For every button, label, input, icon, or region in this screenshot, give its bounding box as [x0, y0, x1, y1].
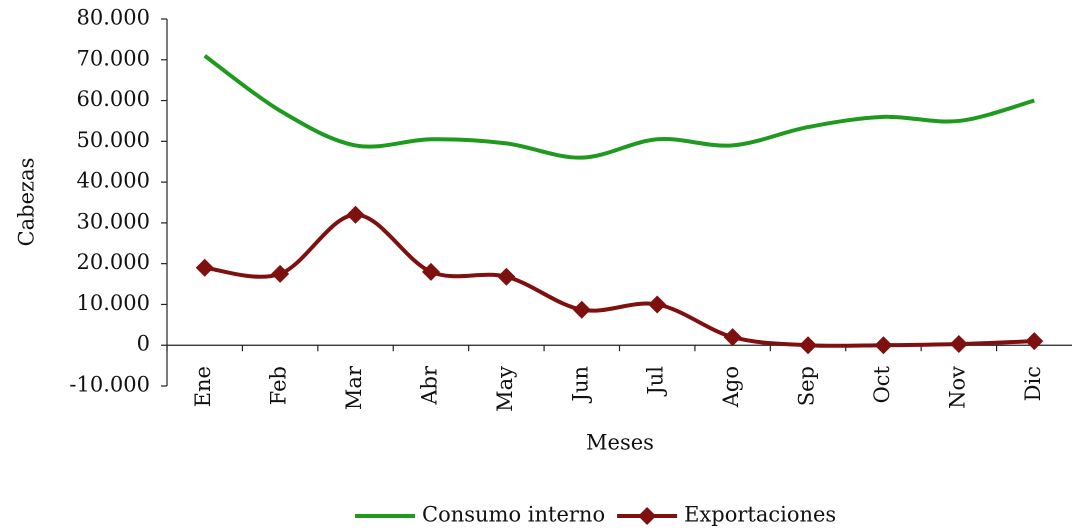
- marker: [648, 295, 667, 314]
- y-tick-label: 0: [137, 332, 150, 356]
- x-tick-label: May: [493, 366, 517, 412]
- marker: [346, 205, 365, 224]
- x-tick-label: Feb: [267, 366, 291, 405]
- x-tick-label: Sep: [795, 366, 819, 406]
- x-tick-label: Jul: [644, 366, 668, 397]
- x-tick-label: Oct: [870, 365, 894, 403]
- y-tick-label: 60.000: [77, 87, 150, 111]
- legend-marker: [638, 507, 657, 525]
- x-tick-label: Ene: [191, 366, 215, 407]
- marker: [195, 258, 214, 277]
- marker: [799, 336, 818, 355]
- x-axis-label: Meses: [586, 431, 654, 455]
- legend-label: Consumo interno: [422, 503, 605, 527]
- x-tick-label: Jun: [568, 366, 592, 403]
- marker: [723, 328, 742, 347]
- x-tick-label: Ago: [719, 366, 743, 408]
- marker: [949, 334, 968, 353]
- y-tick-label: 80.000: [77, 6, 150, 30]
- y-tick-label: 20.000: [77, 250, 150, 274]
- x-tick-label: Nov: [945, 366, 969, 409]
- x-tick-label: Dic: [1021, 366, 1045, 401]
- marker: [421, 262, 440, 281]
- legend-label: Exportaciones: [684, 503, 836, 527]
- series-line: [204, 212, 1035, 348]
- marker: [1025, 332, 1044, 351]
- y-tick-label: 40.000: [77, 169, 150, 193]
- y-tick-label: 70.000: [77, 46, 150, 70]
- marker: [572, 300, 591, 319]
- marker: [271, 264, 290, 283]
- x-tick-label: Abr: [417, 365, 441, 406]
- series-line: [203, 54, 1035, 160]
- y-tick-label: 30.000: [77, 209, 150, 233]
- marker: [874, 336, 893, 355]
- y-tick-label: 10.000: [77, 291, 150, 315]
- y-axis-label: Cabezas: [15, 158, 39, 247]
- marker: [497, 267, 516, 286]
- x-tick-label: Mar: [342, 365, 366, 410]
- y-tick-label: -10.000: [69, 373, 150, 397]
- y-tick-label: 50.000: [77, 128, 150, 152]
